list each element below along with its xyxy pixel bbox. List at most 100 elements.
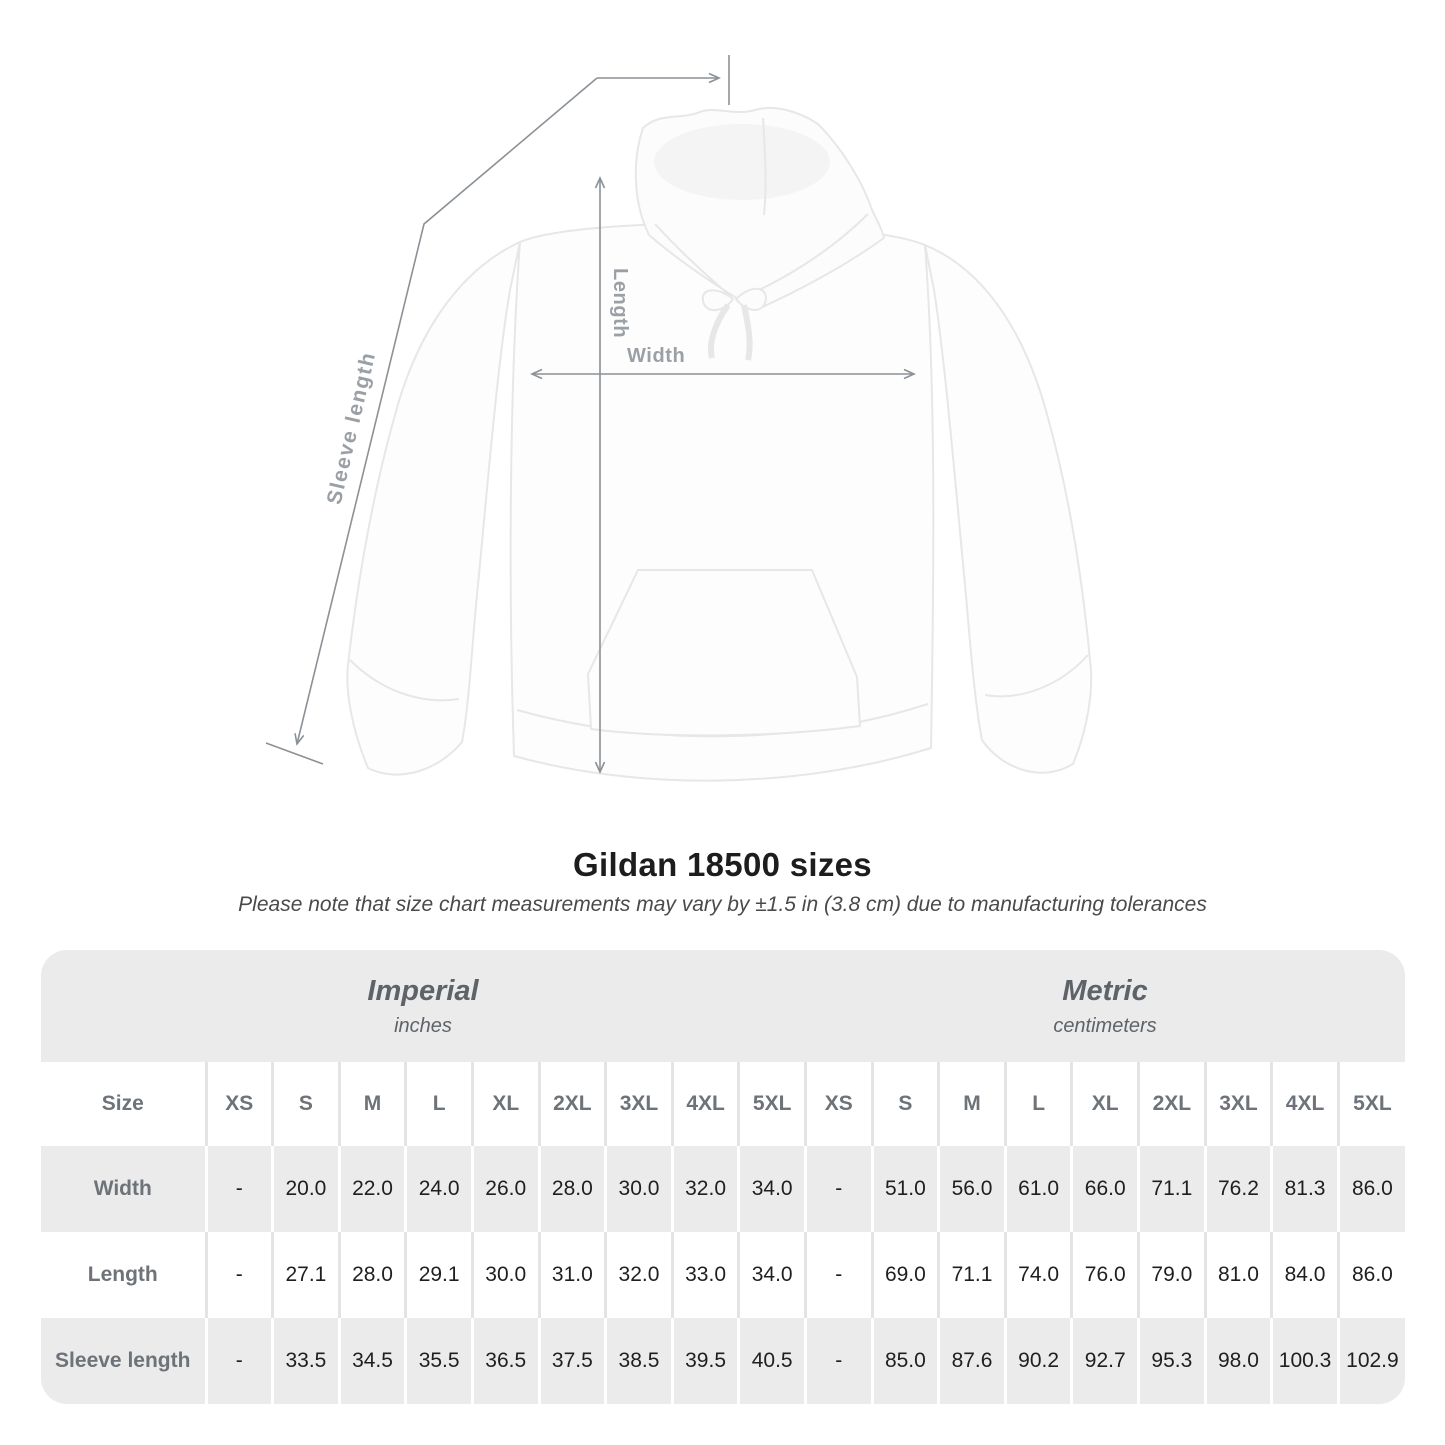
value-cell-imperial: 34.0 <box>737 1232 806 1318</box>
sleeve-measure-cuff-tick <box>265 742 324 765</box>
size-col-header-imperial: 5XL <box>737 1062 806 1146</box>
table-row: Width -20.0 22.0 24.0 26.0 28.0 30.0 32.0 34.0-5… <box>41 1146 1405 1232</box>
metric-subtitle: centimeters <box>1053 1014 1157 1037</box>
value-cell-imperial: 33.0 <box>670 1232 739 1318</box>
metric-group-header: Metric centimeters <box>805 950 1405 1062</box>
value-cell-imperial: 26.0 <box>470 1146 540 1232</box>
value-cell-imperial: 30.0 <box>470 1232 540 1318</box>
value-cell-metric: 74.0 <box>1003 1232 1072 1318</box>
value-cell-imperial: 27.1 <box>271 1232 340 1318</box>
value-cell-imperial: 35.5 <box>404 1318 473 1404</box>
size-col-header-metric: L <box>1003 1062 1072 1146</box>
size-col-header-metric: XL <box>1070 1062 1139 1146</box>
hood-inner-shadow <box>654 124 830 200</box>
hoodie-right-sleeve <box>924 244 1093 774</box>
value-cell-metric: 51.0 <box>870 1146 939 1232</box>
hood-opening-left-edge <box>654 223 732 298</box>
size-col-header-metric: S <box>870 1062 939 1146</box>
hood-panel-seam <box>762 117 767 216</box>
size-col-header-metric: 5XL <box>1336 1062 1405 1146</box>
value-cell-imperial: 32.0 <box>670 1146 739 1232</box>
drawstring-right-cord <box>741 304 753 361</box>
width-measure-label: Width <box>627 345 686 367</box>
value-cell-imperial: - <box>204 1146 273 1232</box>
value-cell-imperial: 28.0 <box>337 1232 406 1318</box>
value-cell-metric: - <box>803 1232 873 1318</box>
value-cell-metric: 66.0 <box>1070 1146 1139 1232</box>
value-cell-imperial: 39.5 <box>670 1318 739 1404</box>
hoodie-right-cuff-seam <box>984 654 1089 698</box>
value-cell-metric: 56.0 <box>937 1146 1006 1232</box>
size-col-header-metric: 3XL <box>1203 1062 1272 1146</box>
size-col-header-metric: 2XL <box>1137 1062 1206 1146</box>
hoodie-left-sleeve <box>346 241 521 776</box>
size-col-header-imperial: L <box>404 1062 473 1146</box>
hoodie-pocket <box>587 569 861 737</box>
value-cell-imperial: 34.5 <box>337 1318 406 1404</box>
unit-group-band: Imperial inches Metric centimeters <box>41 950 1405 1062</box>
value-cell-imperial: 24.0 <box>404 1146 473 1232</box>
hoodie-measure-diagram: Length Width Sleeve length <box>265 55 1093 782</box>
drawstring-left-cord <box>708 303 731 359</box>
size-col-header-metric: 4XL <box>1270 1062 1339 1146</box>
value-cell-metric: 79.0 <box>1137 1232 1206 1318</box>
size-header-row: Size XS S M L XL 2XL 3XL 4XL 5XL XS S M L XL 2XL 3XL 4XL 5… <box>41 1062 1405 1146</box>
measure-lines-group <box>265 55 916 774</box>
value-cell-imperial: 32.0 <box>604 1232 673 1318</box>
table-row: Length -27.1 28.0 29.1 30.0 31.0 32.0 33.0 34.0-… <box>41 1232 1405 1318</box>
value-cell-imperial: 34.0 <box>737 1146 806 1232</box>
size-table-card: Imperial inches Metric centimeters Size X… <box>41 950 1405 1404</box>
value-cell-imperial: 20.0 <box>271 1146 340 1232</box>
sleeve-measure-diagonal <box>294 77 598 746</box>
value-cell-metric: - <box>803 1146 873 1232</box>
value-cell-metric: 84.0 <box>1270 1232 1339 1318</box>
size-col-header-metric: XS <box>803 1062 873 1146</box>
value-cell-metric: 102.9 <box>1336 1318 1405 1404</box>
value-cell-metric: 85.0 <box>870 1318 939 1404</box>
value-cell-imperial: 28.0 <box>537 1146 606 1232</box>
value-cell-metric: 86.0 <box>1336 1232 1405 1318</box>
value-cell-imperial: 38.5 <box>604 1318 673 1404</box>
value-cell-imperial: - <box>204 1318 273 1404</box>
size-col-header-imperial: 2XL <box>537 1062 606 1146</box>
value-cell-metric: 86.0 <box>1336 1146 1405 1232</box>
value-cell-metric: 76.0 <box>1070 1232 1139 1318</box>
size-col-header-imperial: S <box>271 1062 340 1146</box>
size-col-header-metric: M <box>937 1062 1006 1146</box>
metric-title: Metric <box>1062 974 1148 1007</box>
size-table-body: Width -20.0 22.0 24.0 26.0 28.0 30.0 32.0 34.0-5… <box>41 1146 1405 1404</box>
value-cell-imperial: 22.0 <box>337 1146 406 1232</box>
value-cell-metric: - <box>803 1318 873 1404</box>
page-title: Gildan 18500 sizes <box>573 846 872 883</box>
value-cell-imperial: 30.0 <box>604 1146 673 1232</box>
imperial-title: Imperial <box>367 974 479 1007</box>
value-cell-imperial: 33.5 <box>271 1318 340 1404</box>
value-cell-metric: 71.1 <box>937 1232 1006 1318</box>
hoodie-left-cuff-seam <box>349 659 460 702</box>
row-label: Sleeve length <box>41 1318 206 1404</box>
size-col-header-imperial: XL <box>470 1062 540 1146</box>
imperial-group-header: Imperial inches <box>41 950 805 1062</box>
value-cell-metric: 81.3 <box>1270 1146 1339 1232</box>
length-measure-label: Length <box>609 268 631 339</box>
value-cell-imperial: 29.1 <box>404 1232 473 1318</box>
row-label: Width <box>41 1146 206 1232</box>
value-cell-metric: 81.0 <box>1203 1232 1272 1318</box>
value-cell-imperial: 36.5 <box>470 1318 540 1404</box>
size-col-header-imperial: XS <box>204 1062 273 1146</box>
value-cell-metric: 92.7 <box>1070 1318 1139 1404</box>
value-cell-metric: 98.0 <box>1203 1318 1272 1404</box>
value-cell-metric: 87.6 <box>937 1318 1006 1404</box>
value-cell-imperial: 40.5 <box>737 1318 806 1404</box>
size-col-header-imperial: 3XL <box>604 1062 673 1146</box>
value-cell-metric: 100.3 <box>1270 1318 1339 1404</box>
value-cell-imperial: 37.5 <box>537 1318 606 1404</box>
value-cell-metric: 61.0 <box>1003 1146 1072 1232</box>
size-table: Size XS S M L XL 2XL 3XL 4XL 5XL XS S M L XL 2XL 3XL 4XL 5… <box>41 1062 1405 1404</box>
value-cell-metric: 69.0 <box>870 1232 939 1318</box>
size-corner-header: Size <box>41 1062 206 1146</box>
tolerance-note: Please note that size chart measurements… <box>238 893 1207 916</box>
value-cell-imperial: 31.0 <box>537 1232 606 1318</box>
imperial-subtitle: inches <box>394 1014 452 1037</box>
